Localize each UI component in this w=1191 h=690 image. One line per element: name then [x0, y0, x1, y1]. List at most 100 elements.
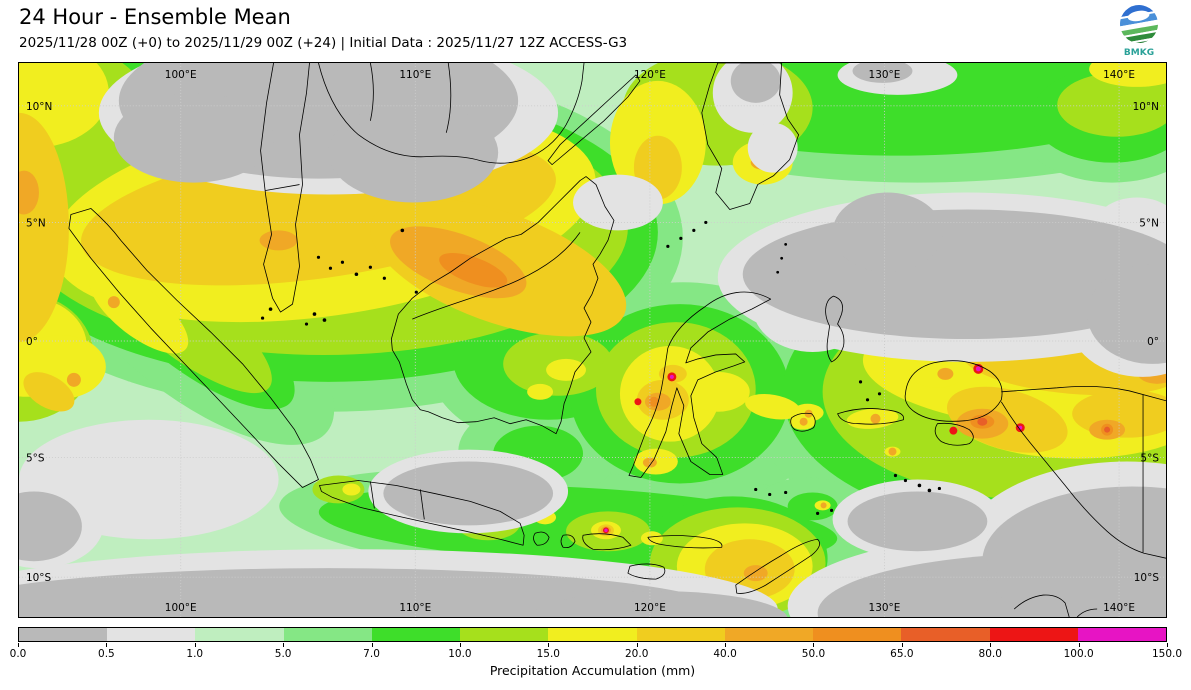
- coast-bali: [533, 531, 550, 546]
- lon-label-top: 110°E: [399, 69, 431, 81]
- colorbar-tick-label: 150.0: [1151, 648, 1183, 660]
- colorbar-tick-label: 100.0: [1063, 648, 1094, 660]
- lat-label-left: 0°: [26, 336, 38, 348]
- colorbar-segment: [901, 628, 990, 641]
- lat-label-left: 5°N: [26, 217, 46, 229]
- lat-label-left: 5°S: [26, 453, 45, 465]
- lat-label-right: 10°S: [1134, 572, 1160, 584]
- lon-label-top: 100°E: [165, 69, 197, 81]
- coast-malay-peninsula: [260, 63, 310, 313]
- page-title: 24 Hour - Ensemble Mean: [19, 5, 291, 29]
- colorbar-tick-mark: [371, 643, 373, 647]
- lat-label-right: 10°N: [1133, 101, 1159, 113]
- colorbar-tick-mark: [990, 643, 992, 647]
- coast-papua-birdshead: [904, 360, 1003, 422]
- coast-seram: [837, 408, 905, 425]
- coast-java: [319, 480, 525, 546]
- colorbar-tick-label: 5.0: [274, 648, 292, 660]
- lat-label-right: 5°N: [1139, 217, 1159, 229]
- lon-label-bottom: 100°E: [165, 602, 197, 614]
- precipitation-map-canvas: 100°E 100°E 110°E 110°E 120°E 120°E 130°E 130°E…: [19, 63, 1166, 617]
- coast-halmahera: [825, 295, 845, 363]
- coast-papua-south: [1000, 401, 1166, 559]
- precip-band-0-05mm: [19, 63, 1166, 617]
- coast-sumbawa: [582, 533, 632, 551]
- border-indochina-1: [369, 63, 374, 121]
- colorbar-segment: [19, 628, 108, 641]
- colorbar-ticks: 0.0 0.5 1.0 5.0 7.0 10.0 15.0 20.0 40.0 50.0 65.0 8…: [10, 643, 1182, 663]
- graticule-gridlines: [19, 63, 1166, 617]
- colorbar-tick-label: 1.0: [186, 648, 204, 660]
- border-kalimantan: [412, 232, 581, 320]
- colorbar-tick-mark: [813, 643, 815, 647]
- colorbar-tick-label: 15.0: [536, 648, 560, 660]
- lon-label-bottom: 140°E: [1103, 602, 1135, 614]
- colorbar-tick-label: 40.0: [713, 648, 737, 660]
- coast-sumba: [627, 563, 666, 580]
- lat-label-left: 10°S: [26, 572, 52, 584]
- coast-sumatra: [68, 208, 319, 488]
- colorbar-tick-mark: [725, 643, 727, 647]
- coast-papua-bomberai: [934, 422, 974, 446]
- lon-label-bottom: 130°E: [869, 602, 901, 614]
- colorbar-tick-mark: [459, 643, 461, 647]
- precip-band-65-80mm: [977, 417, 1111, 433]
- colorbar-segment: [636, 628, 725, 641]
- colorbar-tick-label: 0.5: [98, 648, 115, 660]
- colorbar-tick-mark: [901, 643, 903, 647]
- colorbar-tick-label: 0.0: [9, 648, 27, 660]
- coast-mindanao: [701, 63, 800, 210]
- colorbar-segment: [724, 628, 814, 641]
- colorbar-segment: [548, 628, 637, 641]
- colorbar-tick-mark: [106, 643, 108, 647]
- coast-indochina: [318, 63, 585, 164]
- colorbar-tick-mark: [283, 643, 285, 647]
- island-specks: [260, 220, 941, 515]
- colorbar-segment: [813, 628, 902, 641]
- graticule-labels: 100°E 100°E 110°E 110°E 120°E 120°E 130°E 130°E…: [26, 69, 1159, 614]
- colorbar-segment: [107, 628, 196, 641]
- coast-lombok: [560, 534, 576, 549]
- colorbar: [18, 627, 1167, 642]
- colorbar-tick-label: 50.0: [801, 648, 826, 660]
- colorbar-tick-label: 80.0: [978, 648, 1002, 660]
- colorbar-tick-label: 7.0: [363, 648, 380, 660]
- coast-borneo: [390, 176, 615, 435]
- colorbar-tick-mark: [1167, 643, 1168, 647]
- colorbar-segment: [371, 628, 461, 641]
- lat-label-right: 0°: [1147, 336, 1159, 348]
- colorbar-segment: [283, 628, 372, 641]
- colorbar-tick-label: 20.0: [624, 648, 649, 660]
- colorbar-tick-mark: [194, 643, 196, 647]
- colorbar-tick-label: 10.0: [448, 648, 472, 660]
- border-thai-malay: [265, 184, 300, 191]
- coast-timor: [735, 538, 820, 594]
- lon-label-top: 130°E: [869, 69, 901, 81]
- coastlines: [68, 63, 1166, 617]
- lat-label-left: 10°N: [26, 101, 52, 113]
- lat-label-right: 5°S: [1140, 453, 1159, 465]
- coast-australia: [1013, 594, 1098, 617]
- colorbar-tick-mark: [1078, 643, 1080, 647]
- colorbar-tick-label: 65.0: [890, 648, 914, 660]
- lon-label-bottom: 110°E: [399, 602, 431, 614]
- precipitation-map: 100°E 100°E 110°E 110°E 120°E 120°E 130°E 130°E…: [18, 62, 1167, 618]
- colorbar-segment: [460, 628, 549, 641]
- colorbar-segment: [989, 628, 1078, 641]
- border-java-1: [369, 481, 375, 509]
- coast-palawan: [547, 74, 641, 166]
- colorbar-tick-mark: [18, 643, 19, 647]
- colorbar-title: Precipitation Accumulation (mm): [489, 663, 696, 678]
- border-java-2: [419, 489, 425, 520]
- bmkg-logo: BMKG: [1116, 2, 1162, 58]
- logo-text: BMKG: [1124, 48, 1154, 58]
- colorbar-tick-mark: [548, 643, 550, 647]
- lon-label-bottom: 120°E: [634, 602, 666, 614]
- lon-label-top: 140°E: [1103, 69, 1135, 81]
- border-indochina-2: [445, 63, 452, 133]
- colorbar-tick-mark: [636, 643, 638, 647]
- coast-sulawesi: [628, 291, 772, 478]
- forecast-validity-subtitle: 2025/11/28 00Z (+0) to 2025/11/29 00Z (+…: [19, 35, 628, 51]
- coast-buru: [790, 412, 816, 432]
